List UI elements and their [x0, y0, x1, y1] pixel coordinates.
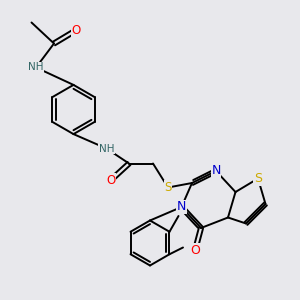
Text: S: S	[254, 172, 262, 185]
Text: S: S	[164, 181, 172, 194]
Text: N: N	[177, 200, 186, 214]
Text: O: O	[190, 244, 200, 257]
Text: N: N	[211, 164, 221, 178]
Text: O: O	[106, 173, 116, 187]
Text: NH: NH	[28, 62, 44, 73]
Text: O: O	[72, 23, 81, 37]
Text: NH: NH	[99, 143, 114, 154]
